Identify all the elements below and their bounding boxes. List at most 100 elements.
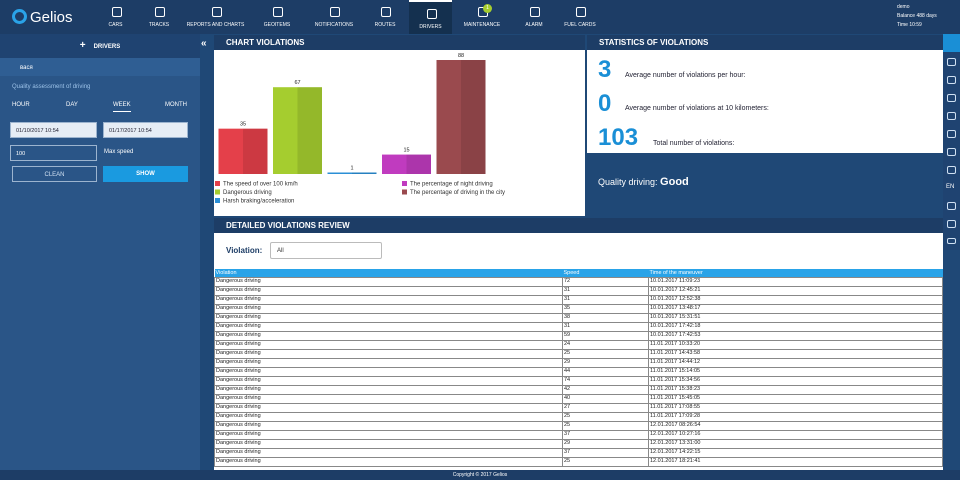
table-cell: 12.01.2017 14:22:15 bbox=[648, 447, 943, 458]
tab[interactable]: HOUR bbox=[12, 102, 30, 108]
data-label: 35 bbox=[240, 122, 246, 128]
table-cell: Dangerous driving bbox=[214, 276, 563, 287]
bar-shade bbox=[461, 60, 486, 174]
time: Time 10:59 bbox=[897, 22, 922, 28]
table-cell: Dangerous driving bbox=[214, 384, 563, 395]
collapse[interactable]: « bbox=[201, 38, 207, 49]
stat-value: 3 bbox=[598, 56, 612, 83]
table-cell: 12.01.2017 08:26:54 bbox=[648, 420, 943, 431]
table-cell: 25 bbox=[562, 420, 649, 431]
bar-shade bbox=[243, 128, 268, 174]
date-from[interactable]: 01/10/2017 10:54 bbox=[10, 122, 97, 138]
table-cell: 11.01.2017 10:33:20 bbox=[648, 339, 943, 350]
chart: 35 The speed of over 100 km/h 67 Dangerous … bbox=[215, 53, 505, 205]
table-row: Dangerous driving 24 11.01.2017 10:33:20 bbox=[214, 339, 943, 350]
tab[interactable]: DAY bbox=[66, 102, 78, 108]
table-body: Dangerous driving 72 10.01.2017 11:09:23 Da… bbox=[214, 276, 943, 467]
table-cell: 11.01.2017 15:45:05 bbox=[648, 393, 943, 404]
tool-icon[interactable] bbox=[947, 58, 956, 66]
nav-item[interactable]: NOTIFICATIONS bbox=[307, 0, 361, 34]
tool-icon[interactable] bbox=[947, 238, 956, 244]
sidebar-title-text: DRIVERS bbox=[93, 44, 121, 50]
tool-icon[interactable] bbox=[947, 148, 956, 156]
driver[interactable]: вася bbox=[0, 58, 200, 76]
sidebar bbox=[0, 34, 200, 470]
table-cell: Dangerous driving bbox=[214, 348, 563, 359]
data-label: 15 bbox=[403, 148, 409, 154]
tool-icon[interactable] bbox=[947, 166, 956, 174]
table-row: Dangerous driving 31 10.01.2017 12:52:38 bbox=[214, 294, 943, 305]
show-button[interactable]: SHOW bbox=[103, 166, 188, 182]
right-toolbar bbox=[943, 34, 960, 250]
table-cell: 11.01.2017 17:08:55 bbox=[648, 402, 943, 413]
nav-item[interactable]: REPORTS AND CHARTS bbox=[184, 0, 247, 34]
table-cell: 11.01.2017 15:14:05 bbox=[648, 366, 943, 377]
table-cell: 25 bbox=[562, 411, 649, 422]
clean-button[interactable]: CLEAN bbox=[12, 166, 97, 182]
table-row: Dangerous driving 31 10.01.2017 17:42:18 bbox=[214, 321, 943, 332]
table-cell: Dangerous driving bbox=[214, 429, 563, 440]
table-cell: Dangerous driving bbox=[214, 330, 563, 341]
tool-icon[interactable] bbox=[947, 220, 956, 228]
table-row: Dangerous driving 29 12.01.2017 13:31:00 bbox=[214, 438, 943, 449]
table-row: Dangerous driving 25 12.01.2017 18:21:41 bbox=[214, 456, 943, 467]
nav-item[interactable]: CARS bbox=[97, 0, 134, 34]
table-cell: 72 bbox=[562, 276, 649, 287]
date-to[interactable]: 01/17/2017 10:54 bbox=[103, 122, 188, 138]
table-row: Dangerous driving 37 12.01.2017 10:27:16 bbox=[214, 429, 943, 440]
table-row: Dangerous driving 25 11.01.2017 17:09:28 bbox=[214, 411, 943, 422]
user[interactable]: demo bbox=[897, 4, 910, 10]
data-label: 1 bbox=[350, 166, 353, 172]
nav-item[interactable]: TRACKS bbox=[134, 0, 184, 34]
table-row: Dangerous driving 25 12.01.2017 08:26:54 bbox=[214, 420, 943, 431]
nav-item[interactable]: MAINTENANCE bbox=[452, 0, 512, 34]
table-row: Dangerous driving 38 10.01.2017 15:31:51 bbox=[214, 312, 943, 323]
tool-icon[interactable] bbox=[947, 130, 956, 138]
nav-item[interactable]: GEOITEMS bbox=[247, 0, 307, 34]
tool-icon[interactable] bbox=[947, 112, 956, 120]
tab[interactable]: WEEK bbox=[113, 102, 131, 112]
tool-icon[interactable] bbox=[947, 76, 956, 84]
table-cell: 10.01.2017 15:31:51 bbox=[648, 312, 943, 323]
speed-input[interactable]: 100 bbox=[10, 145, 97, 161]
balance: Balance 488 days bbox=[897, 13, 937, 19]
table-cell: Dangerous driving bbox=[214, 447, 563, 458]
plus[interactable]: + bbox=[79, 40, 86, 51]
tool-icon[interactable] bbox=[947, 202, 956, 210]
stat-label: Average number of violations per hour: bbox=[625, 72, 746, 79]
legend-label: The speed of over 100 km/h bbox=[223, 182, 298, 188]
table-cell: Dangerous driving bbox=[214, 321, 563, 332]
language[interactable]: EN bbox=[946, 184, 955, 190]
bar bbox=[382, 154, 431, 174]
table-cell: 38 bbox=[562, 312, 649, 323]
table-row: Dangerous driving 42 11.01.2017 15:38:23 bbox=[214, 384, 943, 395]
table-cell: 11.01.2017 15:38:23 bbox=[648, 384, 943, 395]
search-button[interactable] bbox=[943, 34, 960, 52]
nav-item[interactable]: ALARM bbox=[512, 0, 556, 34]
table-cell: 31 bbox=[562, 321, 649, 332]
table-cell: 35 bbox=[562, 303, 649, 314]
table-cell: Dangerous driving bbox=[214, 375, 563, 386]
table-cell: Dangerous driving bbox=[214, 303, 563, 314]
table-cell: 40 bbox=[562, 393, 649, 404]
table-cell: 10.01.2017 13:48:17 bbox=[648, 303, 943, 314]
nav-item[interactable]: FUEL CARDS bbox=[556, 0, 604, 34]
logo-icon bbox=[12, 9, 27, 24]
table-cell: Dangerous driving bbox=[214, 366, 563, 377]
table-row: Dangerous driving 59 10.01.2017 17:42:53 bbox=[214, 330, 943, 341]
legend-swatch bbox=[215, 181, 220, 186]
legend-label: Harsh braking/acceleration bbox=[223, 199, 294, 205]
legend-swatch bbox=[215, 189, 220, 195]
nav-item[interactable]: ROUTES bbox=[361, 0, 409, 34]
tool-icon[interactable] bbox=[947, 94, 956, 102]
legend-swatch bbox=[215, 198, 220, 203]
legend-label: The percentage of night driving bbox=[410, 182, 493, 188]
filter-select[interactable]: All bbox=[270, 242, 382, 259]
table-cell: 42 bbox=[562, 384, 649, 395]
table-cell: 25 bbox=[562, 348, 649, 359]
nav-item[interactable]: DRIVERS bbox=[409, 0, 452, 34]
table-row: Dangerous driving 44 11.01.2017 15:14:05 bbox=[214, 366, 943, 377]
table-cell: Dangerous driving bbox=[214, 456, 563, 467]
tab[interactable]: MONTH bbox=[165, 102, 187, 108]
table-row: Dangerous driving 37 12.01.2017 14:22:15 bbox=[214, 447, 943, 458]
